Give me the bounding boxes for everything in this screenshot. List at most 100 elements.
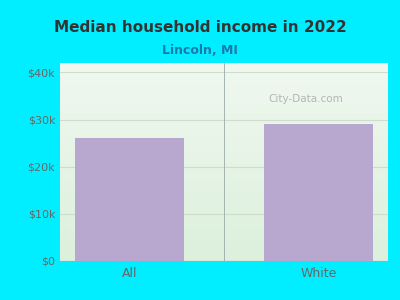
Bar — [60, 151, 388, 152]
Bar — [60, 183, 388, 184]
Bar — [60, 215, 388, 217]
Bar — [60, 127, 388, 128]
Bar — [60, 117, 388, 119]
Bar — [60, 248, 388, 249]
Bar — [60, 69, 388, 70]
Bar — [60, 100, 388, 101]
Bar — [60, 235, 388, 236]
Bar — [60, 218, 388, 219]
Bar — [60, 224, 388, 225]
Bar — [60, 91, 388, 92]
Bar — [60, 176, 388, 177]
Bar — [60, 239, 388, 240]
Bar — [60, 74, 388, 75]
Bar — [60, 129, 388, 130]
Bar — [60, 190, 388, 191]
Bar — [60, 99, 388, 100]
Bar — [60, 185, 388, 186]
Bar — [60, 149, 388, 150]
Bar — [60, 123, 388, 124]
Bar — [60, 186, 388, 187]
Bar — [60, 122, 388, 123]
Bar — [60, 181, 388, 182]
Bar — [60, 85, 388, 86]
Bar — [60, 79, 388, 80]
Bar — [60, 89, 388, 90]
Bar — [60, 187, 388, 188]
Bar — [60, 195, 388, 196]
Bar — [60, 260, 388, 261]
Bar — [60, 227, 388, 228]
Bar — [60, 64, 388, 65]
Bar — [60, 240, 388, 241]
Bar — [60, 98, 388, 99]
Bar — [60, 133, 388, 134]
Bar — [60, 164, 388, 165]
Bar — [60, 196, 388, 197]
Bar — [60, 253, 388, 254]
Bar — [60, 148, 388, 149]
Bar — [60, 140, 388, 141]
Bar — [60, 202, 388, 203]
Bar — [60, 193, 388, 194]
Bar — [60, 152, 388, 153]
Bar — [60, 220, 388, 221]
Bar — [60, 191, 388, 192]
Bar — [60, 231, 388, 232]
Bar — [60, 160, 388, 161]
Bar — [60, 130, 388, 131]
Bar — [60, 110, 388, 112]
Bar — [60, 87, 388, 88]
Bar — [60, 118, 388, 119]
Bar — [60, 102, 388, 103]
Bar — [60, 254, 388, 255]
Bar — [60, 259, 388, 260]
Bar — [60, 200, 388, 201]
Bar — [60, 221, 388, 222]
Bar — [60, 209, 388, 211]
Bar — [60, 146, 388, 147]
Bar — [60, 112, 388, 113]
Bar — [60, 178, 388, 179]
Bar — [60, 83, 388, 84]
Bar — [60, 105, 388, 106]
Bar — [60, 171, 388, 172]
Bar — [60, 169, 388, 170]
Bar — [60, 84, 388, 85]
Bar — [60, 173, 388, 174]
Bar — [60, 78, 388, 79]
Bar — [60, 204, 388, 205]
Bar — [60, 141, 388, 142]
Bar — [60, 208, 388, 209]
Text: Lincoln, MI: Lincoln, MI — [162, 44, 238, 56]
Bar — [60, 234, 388, 235]
Bar — [60, 257, 388, 258]
Bar — [60, 170, 388, 171]
Bar — [60, 198, 388, 199]
Bar — [60, 228, 388, 229]
Bar — [60, 197, 388, 198]
Bar — [60, 82, 388, 83]
Bar — [60, 77, 388, 78]
Bar — [60, 245, 388, 246]
Bar — [60, 226, 388, 227]
Bar — [60, 142, 388, 143]
Bar — [60, 217, 388, 218]
Bar — [60, 244, 388, 245]
Bar — [60, 150, 388, 151]
Bar — [60, 113, 388, 115]
Bar — [60, 212, 388, 214]
Bar — [60, 179, 388, 180]
Bar — [60, 255, 388, 256]
Bar — [60, 242, 388, 243]
Bar — [60, 157, 388, 158]
Bar — [60, 167, 388, 168]
Bar — [60, 75, 388, 76]
Bar — [60, 158, 388, 159]
Bar — [60, 90, 388, 91]
Bar — [60, 162, 388, 163]
Bar — [60, 241, 388, 242]
Bar — [60, 68, 388, 69]
Bar — [60, 243, 388, 244]
Bar — [60, 137, 388, 138]
